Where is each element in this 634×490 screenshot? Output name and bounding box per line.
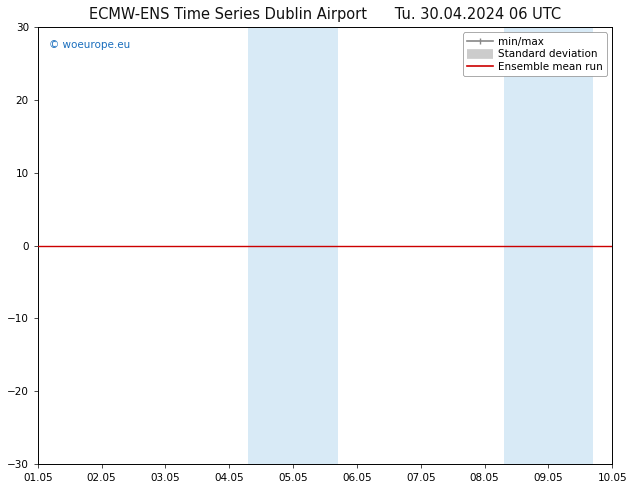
Text: © woeurope.eu: © woeurope.eu	[49, 40, 131, 50]
Legend: min/max, Standard deviation, Ensemble mean run: min/max, Standard deviation, Ensemble me…	[463, 32, 607, 76]
Bar	[249, 27, 293, 464]
Bar	[548, 27, 593, 464]
Title: ECMW-ENS Time Series Dublin Airport      Tu. 30.04.2024 06 UTC: ECMW-ENS Time Series Dublin Airport Tu. …	[89, 7, 561, 22]
Bar	[504, 27, 548, 464]
Bar	[293, 27, 338, 464]
